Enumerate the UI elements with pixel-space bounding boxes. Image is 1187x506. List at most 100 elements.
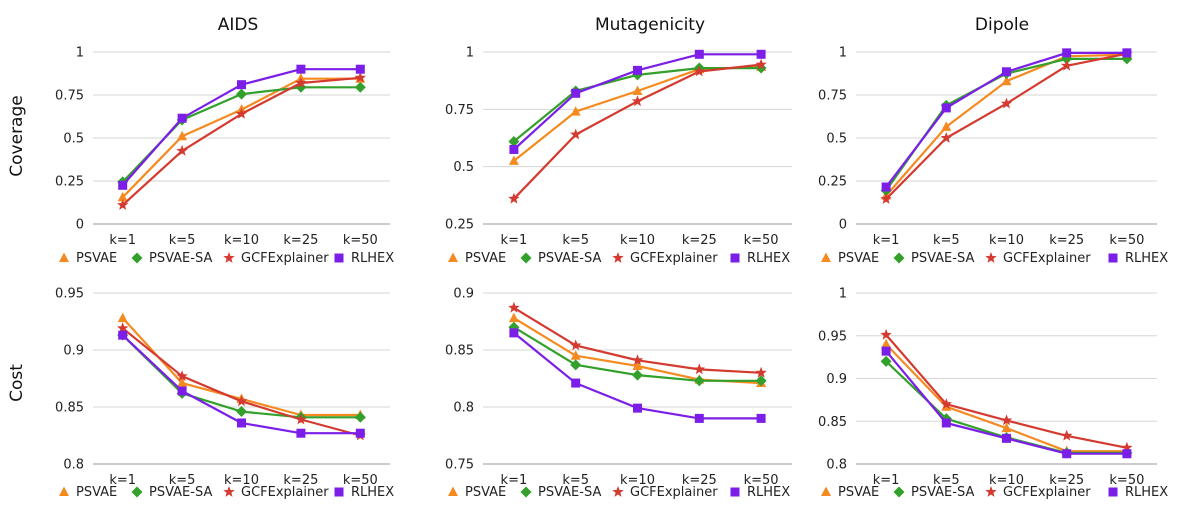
legend-label-psvae: PSVAE	[76, 485, 117, 500]
data-point-gcfexplainer	[354, 71, 366, 83]
x-tick-label: k=1	[109, 473, 136, 488]
data-point-gcfexplainer	[570, 339, 582, 351]
x-tick-label: k=50	[1109, 473, 1144, 488]
data-point-gcfexplainer	[295, 413, 307, 425]
legend-label-psvae-sa: PSVAE-SA	[538, 485, 601, 500]
plot-0: 0 0.25 0.5 0.75 1 k=1 k=5 k=10 k=25 k=50 PSVAE PSVA…	[55, 46, 394, 267]
data-point-gcfexplainer	[693, 363, 705, 375]
series-line-psvae-sa	[121, 86, 361, 183]
x-tick-label: k=5	[933, 233, 960, 248]
data-point-psvae-sa	[693, 375, 705, 387]
y-tick-label: 0.75	[445, 103, 474, 118]
data-point-gcfexplainer	[508, 192, 520, 204]
plot-5: 0.8 0.85 0.9 0.95 1 k=1 k=5 k=10 k=25 k=50 PSVAE PS…	[818, 287, 1168, 501]
y-tick-label: 0.8	[826, 458, 847, 473]
x-tick-label: k=25	[283, 473, 318, 488]
legend-label-psvae-sa: PSVAE-SA	[911, 485, 974, 500]
y-tick-label: 0.95	[55, 287, 84, 302]
legend-marker-rlhex	[1108, 253, 1118, 263]
data-point-gcfexplainer	[940, 398, 952, 409]
x-tick-label: k=50	[744, 233, 779, 248]
data-point-psvae-sa	[236, 88, 247, 100]
x-tick-label: k=5	[169, 233, 196, 248]
data-point-psvae	[508, 312, 519, 323]
legend-label-gcfexplainer: GCFExplainer	[630, 251, 718, 266]
x-tick-label: k=50	[343, 233, 378, 248]
data-point-psvae	[632, 85, 643, 95]
legend-marker-psvae	[821, 486, 831, 496]
data-point-rlhex	[1122, 48, 1132, 58]
legend-marker-psvae-sa	[893, 486, 905, 498]
data-point-rlhex	[1122, 449, 1132, 459]
plot-1: 0.25 0.5 0.75 1 k=1 k=5 k=10 k=25 k=50 PSVAE PSVAE…	[445, 46, 792, 266]
data-point-rlhex	[1002, 67, 1011, 77]
x-tick-label: k=50	[1109, 233, 1144, 248]
chart-title-aids: AIDS	[218, 15, 259, 35]
data-point-psvae-sa	[570, 359, 582, 371]
data-point-psvae	[570, 106, 581, 116]
x-tick-label: k=10	[224, 233, 259, 248]
legend-label-gcfexplainer: GCFExplainer	[1003, 485, 1091, 500]
y-tick-label: 0.25	[818, 175, 847, 190]
data-point-psvae-sa	[508, 135, 520, 147]
y-tick-label: 0.5	[63, 132, 84, 147]
data-point-gcfexplainer	[1121, 441, 1133, 453]
y-tick-label: 0.85	[818, 415, 847, 430]
legend-label-rlhex: RLHEX	[351, 485, 394, 500]
legend-marker-rlhex	[334, 487, 344, 497]
legend-label-rlhex: RLHEX	[747, 485, 790, 500]
legend-label-psvae: PSVAE	[838, 485, 879, 500]
data-point-psvae	[1001, 422, 1012, 433]
data-point-rlhex	[881, 346, 891, 356]
x-tick-label: k=50	[343, 473, 378, 488]
legend-marker-psvae	[448, 252, 458, 262]
data-point-rlhex	[633, 403, 642, 413]
data-point-gcfexplainer	[631, 354, 644, 366]
y-tick-label: 0.75	[818, 89, 847, 104]
legend-marker-gcfexplainer	[985, 252, 997, 263]
legend-label-psvae: PSVAE	[465, 485, 506, 500]
legend-marker-psvae-sa	[520, 252, 532, 264]
data-point-rlhex	[756, 413, 766, 423]
y-tick-label: 1	[839, 46, 847, 61]
data-point-rlhex	[756, 49, 766, 59]
data-point-rlhex	[509, 144, 519, 154]
legend-label-rlhex: RLHEX	[1125, 485, 1168, 500]
y-tick-label: 0	[839, 218, 847, 233]
data-point-gcfexplainer	[940, 132, 952, 143]
x-tick-label: k=1	[501, 473, 528, 488]
legend-label-gcfexplainer: GCFExplainer	[1003, 251, 1091, 266]
legend-marker-psvae	[821, 252, 831, 262]
legend-marker-psvae-sa	[131, 252, 143, 264]
legend-marker-psvae	[448, 486, 458, 496]
data-point-gcfexplainer	[631, 95, 644, 107]
data-point-psvae-sa	[632, 369, 643, 381]
x-tick-label: k=25	[682, 233, 717, 248]
legend-label-psvae-sa: PSVAE-SA	[149, 485, 212, 500]
data-point-psvae-sa	[236, 406, 247, 418]
legend-label-psvae-sa: PSVAE-SA	[538, 251, 601, 266]
data-point-rlhex	[296, 428, 306, 438]
data-point-gcfexplainer	[755, 366, 767, 378]
x-tick-label: k=10	[989, 233, 1024, 248]
row-label-cost: Cost	[7, 364, 27, 402]
legend-label-psvae: PSVAE	[838, 251, 879, 266]
legend-label-psvae-sa: PSVAE-SA	[149, 251, 212, 266]
x-tick-label: k=10	[620, 233, 655, 248]
legend-label-gcfexplainer: GCFExplainer	[241, 485, 329, 500]
data-point-gcfexplainer	[295, 77, 307, 88]
data-point-rlhex	[355, 64, 365, 74]
legend-marker-gcfexplainer	[612, 252, 624, 263]
x-tick-label: k=10	[224, 473, 259, 488]
y-tick-label: 0.85	[445, 344, 474, 359]
x-tick-label: k=1	[873, 233, 900, 248]
legend-marker-psvae-sa	[893, 252, 905, 264]
data-point-rlhex	[1062, 48, 1072, 58]
data-point-rlhex	[509, 328, 519, 338]
data-point-psvae	[177, 130, 188, 141]
legend-label-gcfexplainer: GCFExplainer	[630, 485, 718, 500]
data-point-rlhex	[237, 418, 246, 428]
data-point-rlhex	[118, 330, 128, 340]
legend-marker-psvae	[59, 252, 69, 262]
